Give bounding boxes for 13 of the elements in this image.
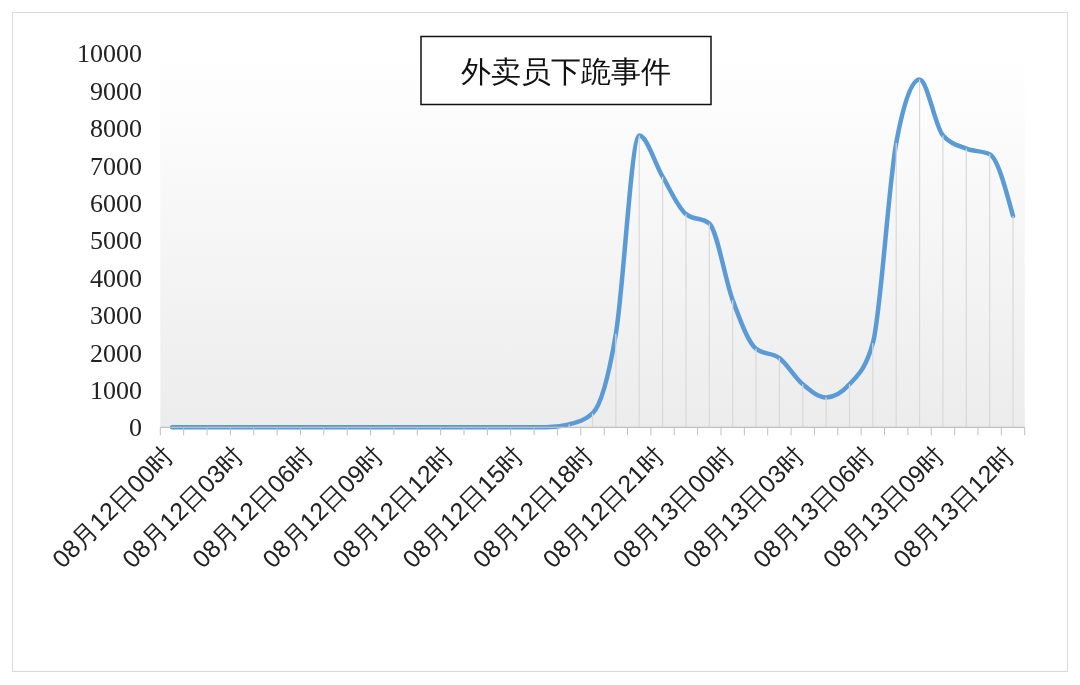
- chart-title: 外卖员下跪事件: [461, 53, 671, 89]
- y-tick-label: 4000: [90, 263, 142, 293]
- y-tick-label: 2000: [90, 338, 142, 368]
- y-tick-label: 6000: [90, 189, 142, 218]
- y-tick-label: 5000: [90, 226, 142, 256]
- y-tick-label: 8000: [90, 114, 142, 144]
- y-tick-label: 3000: [90, 301, 142, 331]
- y-tick-label: 9000: [90, 76, 142, 106]
- y-tick-label: 0: [129, 413, 142, 443]
- y-tick-label: 7000: [90, 151, 142, 181]
- title: 外卖员下跪事件: [420, 35, 712, 106]
- y-tick-label: 1000: [90, 376, 142, 405]
- y-tick-label: 10000: [77, 39, 142, 69]
